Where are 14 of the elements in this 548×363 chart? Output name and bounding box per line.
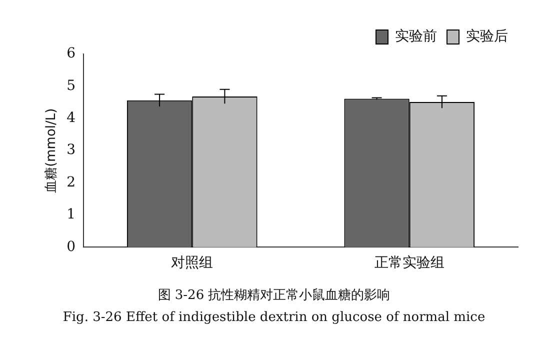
x-tick-label: 对照组 <box>171 255 214 272</box>
y-tick-label: 0 <box>66 238 76 255</box>
y-tick-label: 3 <box>66 142 76 158</box>
y-tick-label: 6 <box>66 46 76 62</box>
y-tick-label: 1 <box>66 206 76 223</box>
x-tick-label: 正常实验组 <box>374 255 444 272</box>
legend-label: 实验前 <box>395 28 437 45</box>
caption: 图 3-26 抗性糊精对正常小鼠血糖的影响 <box>156 287 392 304</box>
y-tick-label: 2 <box>66 174 76 190</box>
y-axis-title: 血糖(mmol/L) <box>44 108 60 193</box>
y-tick-label: 4 <box>66 110 76 126</box>
caption: Fig. 3-26 Effet of indigestible dextrin on glucose of normal mice <box>62 310 486 325</box>
legend-label: 实验后 <box>466 28 508 45</box>
y-tick-label: 5 <box>66 78 76 94</box>
